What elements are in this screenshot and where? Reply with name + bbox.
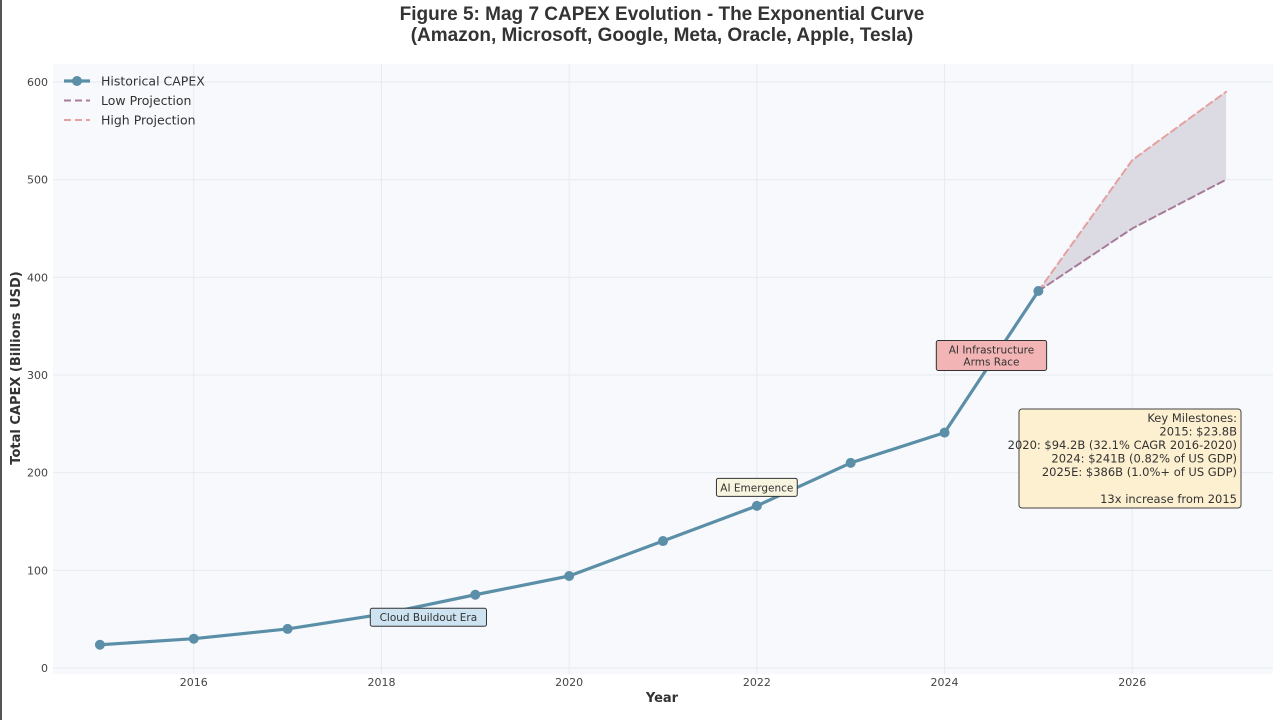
legend-label-high-projection: High Projection — [101, 113, 196, 128]
milestone-line-4: 2025E: $386B (1.0%+ of US GDP) — [1042, 465, 1237, 479]
legend-marker-historical-capex — [72, 76, 82, 86]
data-point-2022 — [751, 500, 762, 511]
data-point-2019 — [470, 589, 481, 600]
milestone-line-2: 2020: $94.2B (32.1% CAGR 2016-2020) — [1008, 438, 1237, 452]
x-tick-label-2016: 2016 — [180, 676, 208, 689]
annotation-text-cloud-0: Cloud Buildout Era — [380, 612, 478, 624]
x-tick-label-2026: 2026 — [1118, 676, 1146, 689]
data-point-2020 — [564, 570, 575, 581]
data-point-2015 — [94, 639, 105, 650]
legend-label-historical-capex: Historical CAPEX — [101, 74, 205, 89]
annotation-text-ai-infra-1: Arms Race — [963, 356, 1019, 368]
milestones-box-bg — [1018, 408, 1242, 509]
legend-label-low-projection: Low Projection — [101, 93, 191, 108]
x-axis-label: Year — [645, 691, 679, 706]
y-tick-label-500: 500 — [27, 174, 48, 187]
chart-subtitle: (Amazon, Microsoft, Google, Meta, Oracle… — [411, 25, 914, 46]
legend-item-low-projection: Low Projection — [64, 93, 191, 108]
milestone-line-3: 2024: $241B (0.82% of US GDP) — [1051, 452, 1237, 466]
data-point-2023 — [845, 457, 856, 468]
milestone-line-6: 13x increase from 2015 — [1100, 492, 1237, 506]
projection-range-band — [1038, 91, 1227, 292]
series-line-high-projection — [1037, 90, 1228, 293]
data-point-2021 — [658, 536, 668, 547]
annotation-box-ai-emergence — [715, 477, 798, 497]
annotation-text-ai-emergence-0: AI Emergence — [720, 482, 793, 494]
chart-title: Figure 5: Mag 7 CAPEX Evolution - The Ex… — [400, 4, 925, 25]
y-tick-label-400: 400 — [27, 271, 48, 284]
series-line-low-projection — [1037, 178, 1228, 293]
data-point-2024 — [939, 427, 950, 438]
legend: Historical CAPEX Low Projection High Proje… — [64, 74, 205, 128]
y-tick-label-300: 300 — [27, 369, 48, 382]
x-tick-label-2018: 2018 — [367, 676, 395, 689]
y-axis-ticks: 0 100 200 300 400 500 600 — [27, 76, 48, 675]
x-tick-label-2020: 2020 — [555, 676, 583, 689]
window-frame-edge — [0, 0, 2, 720]
data-point-2016 — [188, 633, 199, 644]
annotation-text-ai-infra-0: AI Infrastructure — [949, 344, 1034, 356]
annotation-ai-emergence: AI Emergence — [715, 477, 798, 497]
y-tick-label-600: 600 — [27, 76, 48, 89]
annotation-box-cloud — [369, 607, 487, 627]
legend-item-historical-capex: Historical CAPEX — [64, 74, 205, 89]
y-axis-label: Total CAPEX (Billions USD) — [9, 271, 24, 464]
annotations-layer: Cloud Buildout Era AI Emergence AI Infrast… — [369, 339, 1048, 627]
y-tick-label-0: 0 — [41, 662, 48, 675]
data-point-2025 — [1033, 286, 1044, 297]
milestone-line-1: 2015: $23.8B — [1159, 425, 1237, 439]
x-axis-ticks: 2016 2018 2020 2022 2024 2026 — [180, 676, 1146, 689]
y-tick-label-100: 100 — [27, 564, 48, 577]
data-point-2017 — [282, 623, 293, 634]
annotation-cloud: Cloud Buildout Era — [369, 607, 487, 627]
y-tick-label-200: 200 — [27, 467, 48, 480]
legend-item-high-projection: High Projection — [64, 113, 196, 128]
milestone-line-0: Key Milestones: — [1147, 411, 1237, 425]
x-tick-label-2022: 2022 — [743, 676, 771, 689]
plot-area — [53, 64, 1273, 674]
x-tick-label-2024: 2024 — [931, 676, 959, 689]
annotation-box-ai-infra — [935, 339, 1048, 371]
